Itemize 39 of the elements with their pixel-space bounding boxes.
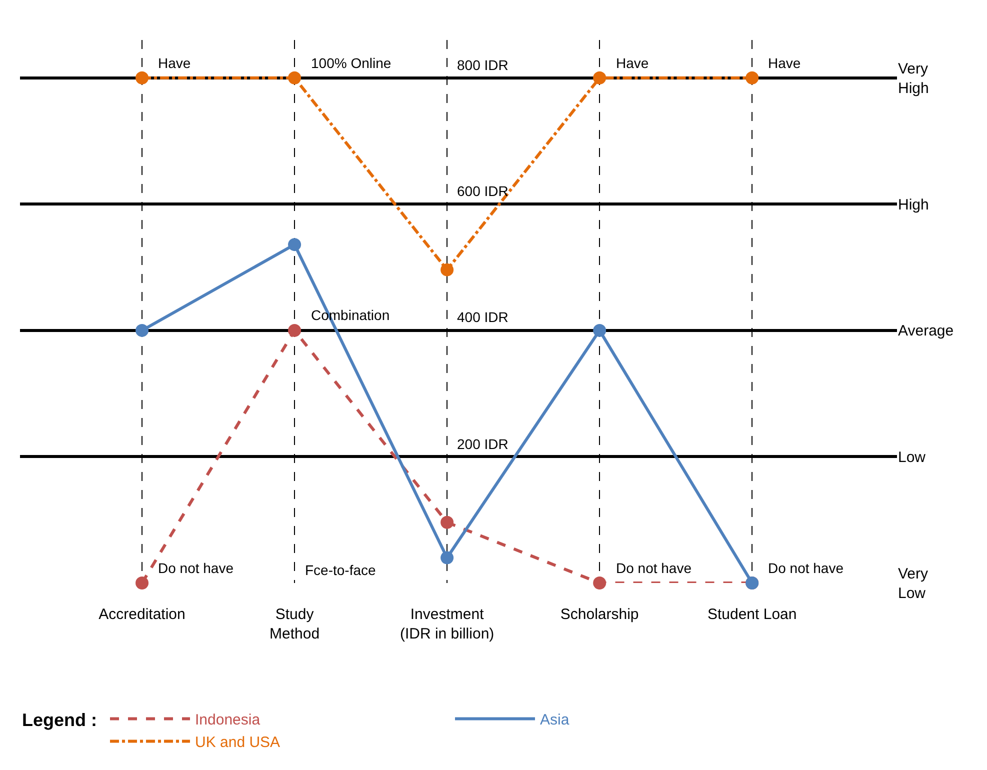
annotation: Do not have <box>768 560 844 576</box>
annotation: Have <box>616 55 649 71</box>
point <box>136 576 149 590</box>
annotation: 600 IDR <box>457 183 508 199</box>
category-label: Low <box>898 448 926 466</box>
x-tick-label: Study Method <box>270 606 320 642</box>
annotation: Do not have <box>158 560 234 576</box>
legend-title: Legend : <box>22 710 97 730</box>
point <box>593 576 606 590</box>
category-label: Very Low <box>898 566 928 602</box>
category-label: High <box>898 196 929 214</box>
text: 800 IDR <box>457 57 508 73</box>
point <box>593 324 606 337</box>
point <box>593 71 606 84</box>
annotation: Do not have <box>616 560 692 576</box>
annotation: Have <box>158 55 191 71</box>
text: Asia <box>540 712 570 729</box>
annotation: Have <box>768 55 801 71</box>
point <box>440 263 454 276</box>
annotation: 200 IDR <box>457 436 508 452</box>
x-tick-label: Scholarship <box>560 606 639 623</box>
point <box>440 551 454 564</box>
point <box>440 516 454 529</box>
annotation: 400 IDR <box>457 309 508 325</box>
x-tick-label: Student Loan <box>707 606 797 623</box>
point <box>136 71 149 84</box>
x-tick-label: Investment (IDR in billion) <box>400 606 494 642</box>
point <box>288 324 302 337</box>
annotation: Fce-to-face <box>305 562 376 578</box>
category-label: Very High <box>898 60 929 97</box>
category-label: Average <box>898 322 954 340</box>
x-tick-label: Accreditation <box>98 606 186 623</box>
annotation: 100% Online <box>311 55 392 71</box>
point <box>288 238 302 252</box>
point <box>746 71 759 84</box>
point <box>136 324 149 337</box>
point <box>288 71 302 84</box>
text: UK and USA <box>195 734 280 752</box>
text: Indonesia <box>195 712 261 729</box>
